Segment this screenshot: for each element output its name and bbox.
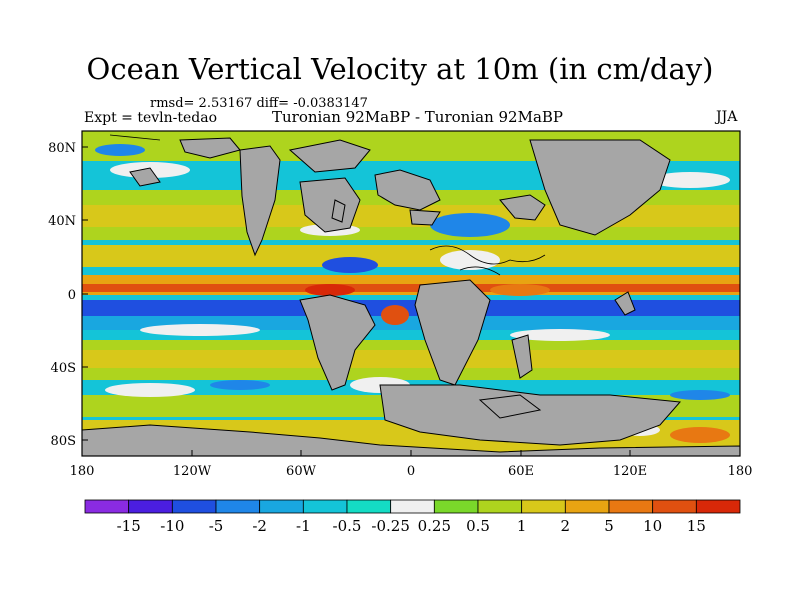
axis-ticks bbox=[81, 146, 741, 456]
upwelling-patch bbox=[305, 284, 355, 296]
upwelling-patch bbox=[381, 305, 409, 325]
downwelling-patch bbox=[210, 380, 270, 390]
neutral-patch bbox=[105, 383, 195, 397]
south-america bbox=[299, 294, 376, 391]
colorbar-label: 0.25 bbox=[418, 517, 451, 535]
equatorial-core bbox=[82, 284, 740, 292]
subtitle: Turonian 92MaBP - Turonian 92MaBP bbox=[272, 108, 564, 126]
south-subtropic-core bbox=[82, 350, 740, 368]
colorbar-label: 0.5 bbox=[466, 517, 490, 535]
greenland-block bbox=[288, 139, 371, 173]
europe-island bbox=[409, 209, 441, 226]
lon-label-180w: 180 bbox=[70, 464, 95, 479]
colorbar-label: 2 bbox=[561, 517, 571, 535]
colorbar-swatch bbox=[390, 499, 435, 514]
colorbar-label: -5 bbox=[209, 517, 224, 535]
upwelling-patch bbox=[670, 427, 730, 443]
colorbar-swatch bbox=[171, 499, 217, 514]
lon-label-180e: 180 bbox=[728, 464, 753, 479]
upwelling-patch bbox=[490, 284, 550, 296]
lon-label-120e: 120E bbox=[613, 464, 647, 479]
colorbar-label: -0.25 bbox=[371, 517, 409, 535]
season-label: JJA bbox=[716, 109, 738, 125]
north-america-east bbox=[299, 177, 361, 233]
tethys-coast bbox=[429, 245, 546, 265]
tethys-coast bbox=[459, 266, 501, 276]
north-tropic-band bbox=[82, 245, 740, 267]
colorbar-swatch bbox=[259, 499, 304, 514]
lon-label-60w: 60W bbox=[286, 464, 317, 479]
island-small bbox=[331, 199, 346, 223]
colorbar-swatch bbox=[302, 499, 348, 514]
colorbar-label: 10 bbox=[643, 517, 662, 535]
colorbar-label: -15 bbox=[117, 517, 141, 535]
lat-label-80n: 80N bbox=[48, 141, 76, 156]
colorbar-label: -2 bbox=[252, 517, 267, 535]
lat-label-0: 0 bbox=[68, 288, 76, 303]
colorbar-swatch bbox=[521, 499, 566, 514]
stats-line: rmsd= 2.53167 diff= -0.0383147 bbox=[150, 96, 368, 111]
lat-label-40s: 40S bbox=[51, 361, 76, 376]
colorbar-label: 1 bbox=[517, 517, 527, 535]
colorbar: -15 -10 -5 -2 -1 -0.5 -0.25 0.25 0.5 1 2 5 10 15 bbox=[84, 499, 741, 535]
colorbar-label: 15 bbox=[687, 517, 706, 535]
ocean-field bbox=[82, 131, 740, 456]
polar-shelf bbox=[82, 424, 740, 456]
plot-title: Ocean Vertical Velocity at 10m (in cm/da… bbox=[86, 52, 714, 86]
australia-block bbox=[478, 394, 542, 419]
landmasses bbox=[82, 137, 740, 456]
colorbar-swatch bbox=[477, 499, 523, 514]
colorbar-swatch bbox=[564, 499, 610, 514]
downwelling-patch bbox=[322, 257, 378, 273]
colorbar-swatch bbox=[346, 499, 392, 514]
lat-label-80s: 80S bbox=[51, 434, 76, 449]
europe bbox=[374, 169, 441, 211]
colorbar-label: -10 bbox=[160, 517, 184, 535]
asia-island bbox=[499, 194, 546, 221]
neutral-patch bbox=[440, 250, 500, 270]
lat-label-40n: 40N bbox=[48, 214, 76, 229]
coastline-details bbox=[109, 134, 546, 276]
colorbar-label: -1 bbox=[296, 517, 311, 535]
experiment-label: Expt = tevln-tedao bbox=[84, 110, 218, 126]
lon-label-0: 0 bbox=[407, 464, 415, 479]
india bbox=[614, 291, 636, 316]
arctic-land-west bbox=[179, 137, 241, 159]
colorbar-swatch bbox=[215, 499, 261, 514]
downwelling-patch bbox=[95, 144, 145, 156]
colorbar-swatch bbox=[652, 499, 697, 514]
lon-label-120w: 120W bbox=[173, 464, 212, 479]
colorbar-label: -0.5 bbox=[333, 517, 362, 535]
colorbar-swatch bbox=[128, 499, 173, 514]
arctic-coast bbox=[109, 134, 161, 141]
neutral-patch bbox=[140, 324, 260, 336]
neutral-patch bbox=[510, 329, 610, 341]
colorbar-swatch bbox=[433, 499, 479, 514]
asia bbox=[529, 139, 671, 236]
north-america-west bbox=[239, 145, 281, 257]
colorbar-swatch bbox=[608, 499, 654, 514]
colorbar-label: 5 bbox=[604, 517, 614, 535]
madagascar bbox=[511, 334, 533, 379]
neutral-patch bbox=[650, 172, 730, 188]
downwelling-patch bbox=[430, 213, 510, 237]
south-equatorial-downwelling bbox=[82, 300, 740, 316]
colorbar-swatch bbox=[84, 499, 130, 514]
colorbar-swatch bbox=[695, 499, 741, 514]
pacific-island bbox=[129, 167, 161, 187]
downwelling-patch bbox=[670, 390, 730, 400]
antarctica bbox=[379, 384, 682, 446]
lon-label-60e: 60E bbox=[508, 464, 534, 479]
